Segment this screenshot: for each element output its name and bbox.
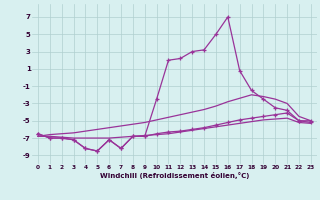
X-axis label: Windchill (Refroidissement éolien,°C): Windchill (Refroidissement éolien,°C) [100,172,249,179]
